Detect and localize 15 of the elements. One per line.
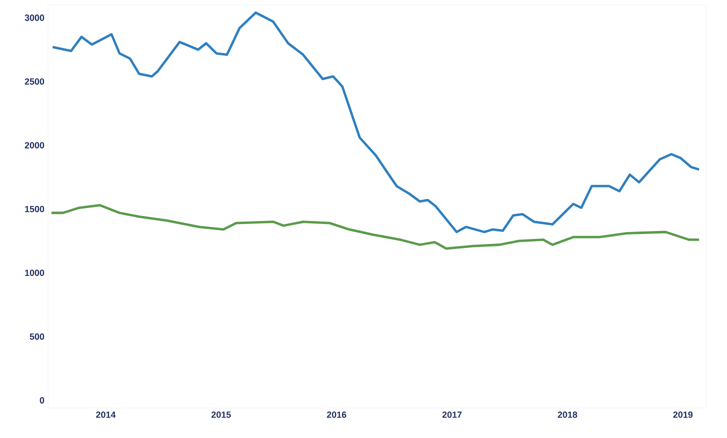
line-series [50,204,700,250]
x-tick-label: 2017 [442,412,462,418]
x-tick-label: 2019 [673,412,693,418]
y-tick-label: 2500 [24,78,44,85]
y-tick-label: 1000 [25,270,44,276]
x-tick-label: 2015 [211,412,231,418]
x-tick-label: 2016 [326,412,346,418]
y-tick-label: 2000 [24,142,44,148]
y-tick-label: 3000 [24,14,44,21]
line-series [51,11,700,234]
y-tick-label: 0 [40,397,44,404]
y-tick-label: 1500 [25,206,44,212]
y-tick-label: 500 [30,333,44,340]
x-tick-label: 2018 [558,412,578,418]
x-tick-label: 2014 [96,412,116,418]
